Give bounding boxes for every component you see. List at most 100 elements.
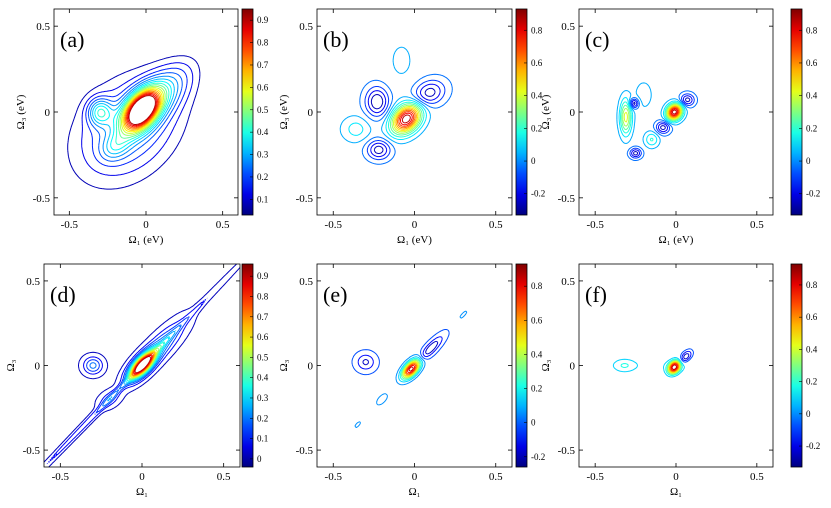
colorbar-tick-label: 0.2: [531, 384, 542, 394]
y-tick-label: 0.5: [26, 276, 40, 288]
colorbar: [790, 8, 803, 216]
contour-lines: [67, 55, 201, 190]
x-tick-label: 0: [412, 219, 418, 231]
colorbar-tick-label: 0.3: [257, 393, 269, 403]
contour-level: [362, 340, 439, 366]
contour-lines: [612, 348, 694, 378]
panel-label: (f): [585, 282, 607, 307]
contour-level: [389, 103, 423, 136]
contour-level: [670, 108, 678, 116]
contour-level: [364, 79, 446, 161]
x-tick-label: -0.5: [325, 219, 343, 231]
y-tick-label: -0.5: [33, 193, 51, 205]
contour-level: [117, 84, 168, 139]
colorbar-tick-label: 0.6: [257, 332, 269, 342]
y-tick-label: 0.5: [299, 276, 313, 288]
colorbar-tick-label: -0.2: [531, 452, 545, 462]
contour-level: [126, 341, 166, 382]
x-tick-label: 0.5: [750, 219, 764, 231]
y-tick-label: 0: [308, 107, 314, 119]
contour-lines: [44, 264, 240, 467]
contour-level: [134, 355, 152, 374]
contour-level: [125, 336, 171, 383]
colorbar-tick-label: 0.8: [806, 25, 818, 35]
x-tick-label: 0: [673, 471, 679, 483]
colorbar-tick-label: 0.5: [257, 105, 269, 115]
contour-level: [668, 361, 680, 373]
contour-level: [92, 78, 175, 155]
y-axis-label: Ω₃: [540, 359, 552, 371]
contour-level: [669, 362, 680, 373]
colorbar-tick-label: 0.9: [257, 15, 269, 25]
contour-level: [367, 83, 441, 158]
contour-level: [408, 366, 414, 372]
contour-level: [122, 88, 163, 133]
panel-label: (b): [323, 27, 349, 52]
contour-level: [339, 46, 431, 145]
contour-level: [399, 357, 422, 381]
x-tick-label: -0.5: [586, 219, 604, 231]
colorbar-tick-label: 0.8: [257, 38, 269, 48]
colorbar: [241, 8, 254, 216]
y-axis-label: Ω₃ (eV): [278, 94, 290, 129]
colorbar-tick-label: 0.8: [531, 25, 543, 35]
panel-label: (d): [50, 282, 76, 307]
contour-level: [667, 360, 681, 375]
colorbar: [515, 263, 528, 468]
contour-level: [629, 93, 695, 159]
contour-level: [623, 104, 682, 123]
contour-level: [405, 362, 418, 376]
contour-level: [127, 94, 157, 127]
colorbar-tick-label: 0: [531, 156, 536, 166]
x-tick-label: 0: [412, 471, 418, 483]
contour-level: [124, 90, 161, 130]
panel-3: -0.5 0 0.5 -0.5 0 0.5 Ω₁ (eV) Ω₃ (eV) (c) -0.2 0 0.…: [540, 8, 820, 246]
contour-lines: [351, 310, 468, 429]
contour-level: [618, 97, 686, 146]
colorbar-tick-label: 0.2: [257, 172, 268, 182]
contour-level: [391, 104, 421, 134]
y-tick-label: -0.5: [23, 445, 41, 457]
colorbar-tick-label: 0.4: [531, 91, 543, 101]
x-axis-label: Ω₁: [408, 486, 420, 498]
colorbar-tick-label: 0.4: [257, 127, 269, 137]
contour-level: [666, 359, 682, 375]
x-axis-label: Ω₁ (eV): [659, 234, 694, 246]
x-tick-label: 0.5: [216, 219, 230, 231]
contour-level: [631, 95, 693, 158]
colorbar-tick-label: 0.6: [531, 58, 543, 68]
colorbar-tick-label: 0.8: [531, 281, 543, 291]
contour-level: [670, 362, 679, 372]
colorbar-tick-label: 0: [806, 156, 811, 166]
contour-level: [351, 329, 450, 376]
x-axis-label: Ω₁: [670, 486, 682, 498]
colorbar-tick-label: 0.8: [806, 280, 818, 290]
colorbar-tick-label: 0: [806, 409, 811, 419]
contour-level: [107, 330, 177, 402]
colorbar-tick-label: 0.5: [257, 352, 269, 362]
contour-level: [683, 353, 690, 360]
x-tick-label: 0.5: [489, 219, 503, 231]
contour-level: [616, 82, 688, 150]
contour-level: [126, 92, 158, 128]
colorbar-tick-label: 0.2: [806, 377, 817, 387]
panel-label: (e): [323, 282, 347, 307]
panel-label: (c): [585, 27, 609, 52]
colorbar-tick-label: 0.4: [257, 373, 269, 383]
contour-level: [97, 82, 170, 145]
contour-level: [402, 360, 420, 379]
colorbar-tick-label: -0.2: [806, 189, 820, 199]
contour-level: [348, 99, 427, 140]
x-tick-label: 0.5: [489, 471, 503, 483]
y-tick-label: 0: [308, 361, 314, 373]
x-tick-label: 0: [139, 471, 145, 483]
x-tick-label: 0.5: [217, 471, 231, 483]
contour-level: [46, 297, 208, 465]
contour-level: [394, 107, 419, 131]
colorbar-tick-label: 0: [257, 454, 262, 464]
colorbar-tick-label: 0.2: [257, 413, 268, 423]
contour-level: [44, 264, 240, 467]
contour-level: [388, 101, 425, 138]
colorbar-tick-label: 0.4: [531, 349, 543, 359]
